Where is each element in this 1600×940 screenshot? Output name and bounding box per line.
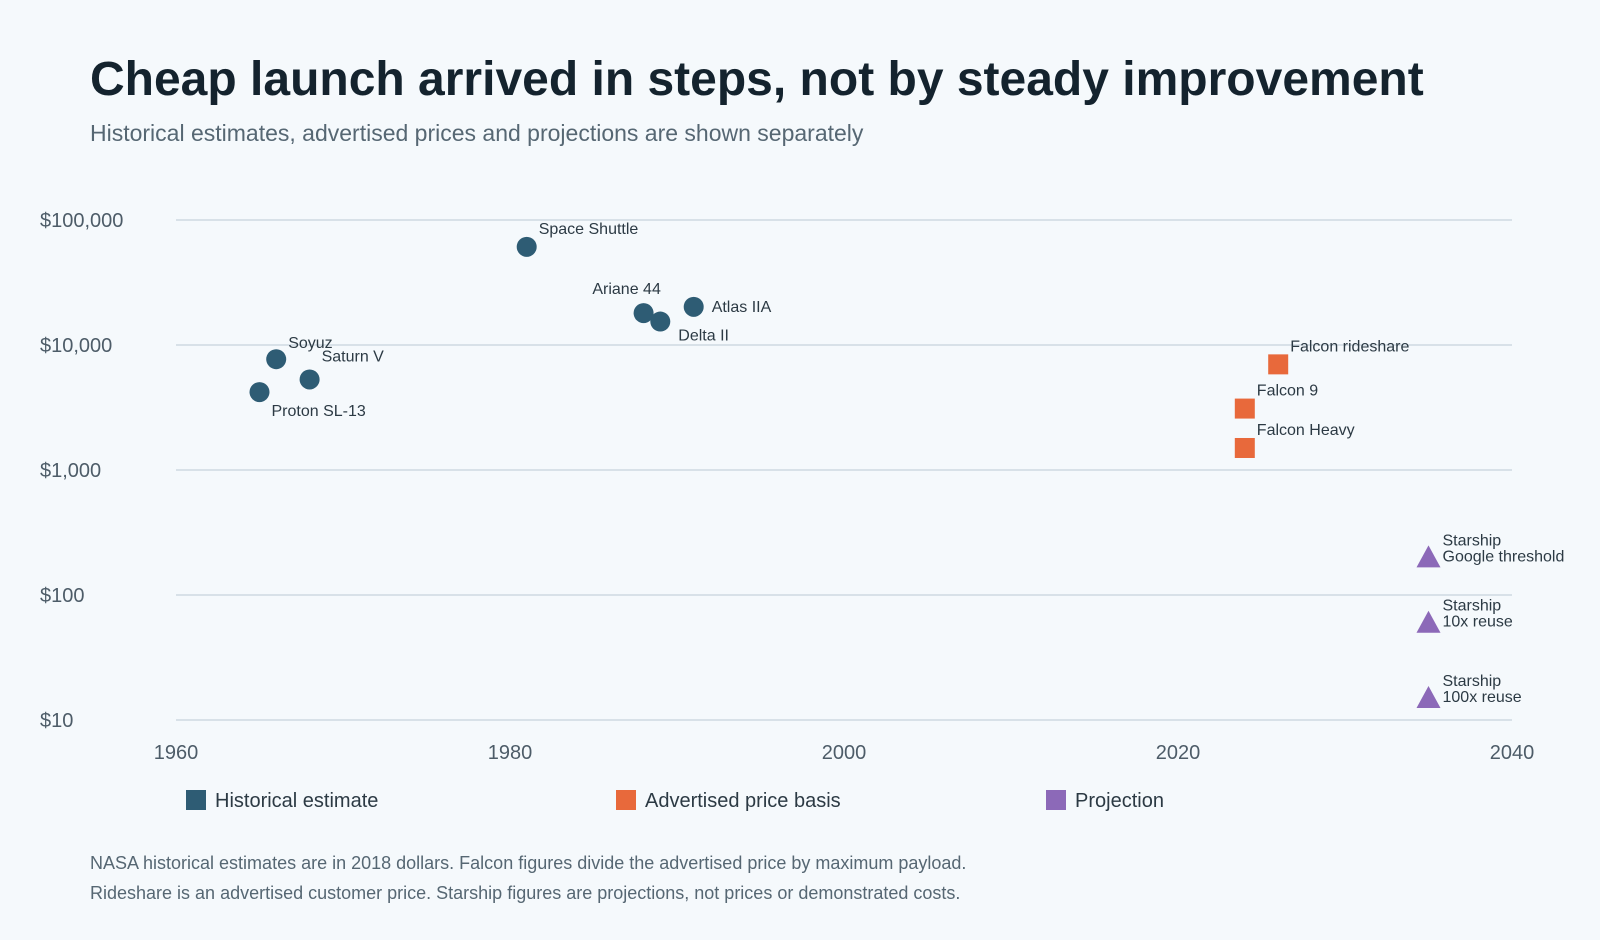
legend-swatch-0 — [186, 790, 206, 810]
points-layer — [249, 236, 1441, 708]
point-label-falcon-heavy: Falcon Heavy — [1257, 422, 1355, 439]
y-tick-label: $10 — [40, 710, 73, 732]
point-label-ariane-44: Ariane 44 — [592, 281, 661, 298]
point-label-proton-sl-13: Proton SL-13 — [272, 403, 366, 420]
point-soyuz — [266, 349, 287, 370]
point-atlas-iia — [683, 296, 704, 317]
legend-label-0: Historical estimate — [215, 790, 378, 812]
point-label-atlas-iia: Atlas IIA — [712, 299, 772, 316]
point-falcon-rideshare — [1268, 354, 1289, 375]
legend-label-2: Projection — [1075, 790, 1164, 812]
legend: Historical estimate Advertised price basi… — [186, 790, 1164, 812]
point-label-soyuz: Soyuz — [288, 335, 332, 352]
y-tick-label: $1,000 — [40, 460, 101, 482]
point-label-starship-100x-reuse-sub: 100x reuse — [1443, 689, 1522, 706]
chart-subtitle: Historical estimates, advertised prices … — [90, 120, 864, 146]
point-label-starship-google-threshold: Starship — [1443, 532, 1502, 549]
y-tick-label: $100 — [40, 585, 85, 607]
point-falcon-heavy — [1234, 437, 1255, 458]
footnote-2: Rideshare is an advertised customer pric… — [90, 883, 961, 903]
point-label-falcon-rideshare: Falcon rideshare — [1290, 338, 1409, 355]
chart-title: Cheap launch arrived in steps, not by st… — [90, 53, 1424, 106]
point-ariane-44 — [633, 303, 654, 324]
y-tick-label: $100,000 — [40, 210, 123, 232]
point-label-starship-100x-reuse: Starship — [1443, 673, 1502, 690]
point-delta-ii — [650, 311, 671, 332]
point-saturn-v — [299, 369, 320, 390]
axis-layer: $10 $100 $1,000 $10,000 $100,000 1960 1980 2000… — [40, 210, 1534, 764]
point-label-falcon-9: Falcon 9 — [1257, 383, 1318, 400]
x-tick-label: 1980 — [488, 742, 533, 764]
x-tick-label: 2000 — [822, 742, 867, 764]
y-tick-label: $10,000 — [40, 335, 112, 357]
point-starship-100x-reuse — [1416, 685, 1441, 708]
point-label-starship-10x-reuse-sub: 10x reuse — [1443, 614, 1513, 631]
point-label-starship-10x-reuse: Starship — [1443, 598, 1502, 615]
legend-swatch-1 — [616, 790, 636, 810]
x-tick-label: 2040 — [1490, 742, 1535, 764]
labels-layer: Space Shuttle Ariane 44 Delta II Atlas IIA S… — [272, 221, 1565, 706]
point-label-starship-google-threshold-sub: Google threshold — [1443, 548, 1565, 565]
x-tick-label: 2020 — [1156, 742, 1201, 764]
x-tick-label: 1960 — [154, 742, 199, 764]
point-starship-10x-reuse — [1416, 610, 1441, 633]
point-label-saturn-v: Saturn V — [322, 348, 385, 365]
point-space-shuttle — [516, 236, 537, 257]
legend-swatch-2 — [1046, 790, 1066, 810]
grid-layer — [176, 219, 1512, 721]
point-falcon-9 — [1234, 398, 1255, 419]
legend-label-1: Advertised price basis — [645, 790, 841, 812]
point-starship-google-threshold — [1416, 545, 1441, 568]
point-proton-sl-13 — [249, 382, 270, 403]
point-label-delta-ii: Delta II — [678, 328, 729, 345]
footnote-1: NASA historical estimates are in 2018 do… — [90, 853, 967, 873]
point-label-space-shuttle: Space Shuttle — [539, 221, 639, 238]
